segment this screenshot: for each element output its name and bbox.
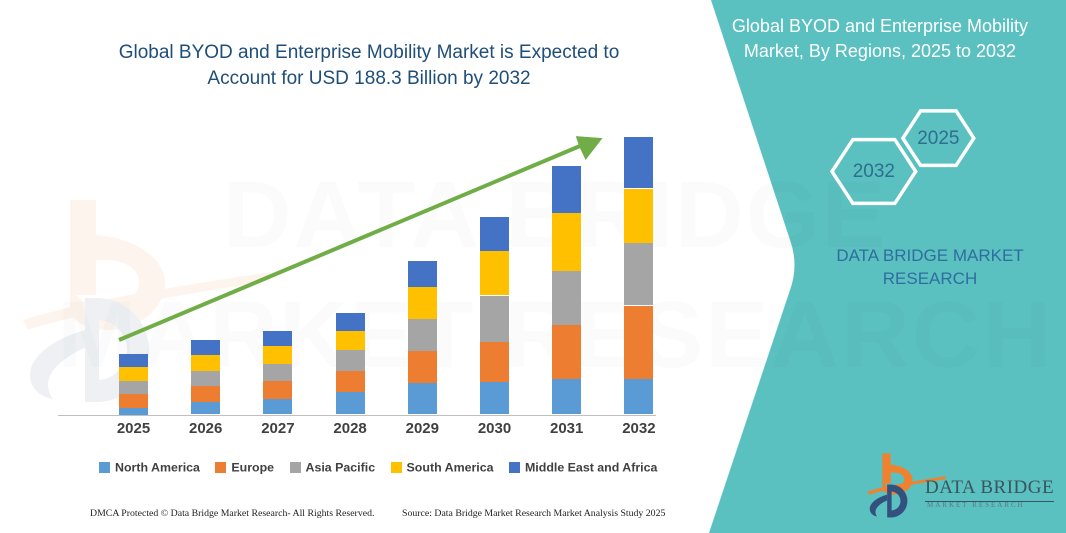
svg-text:2025: 2025 bbox=[917, 128, 959, 149]
